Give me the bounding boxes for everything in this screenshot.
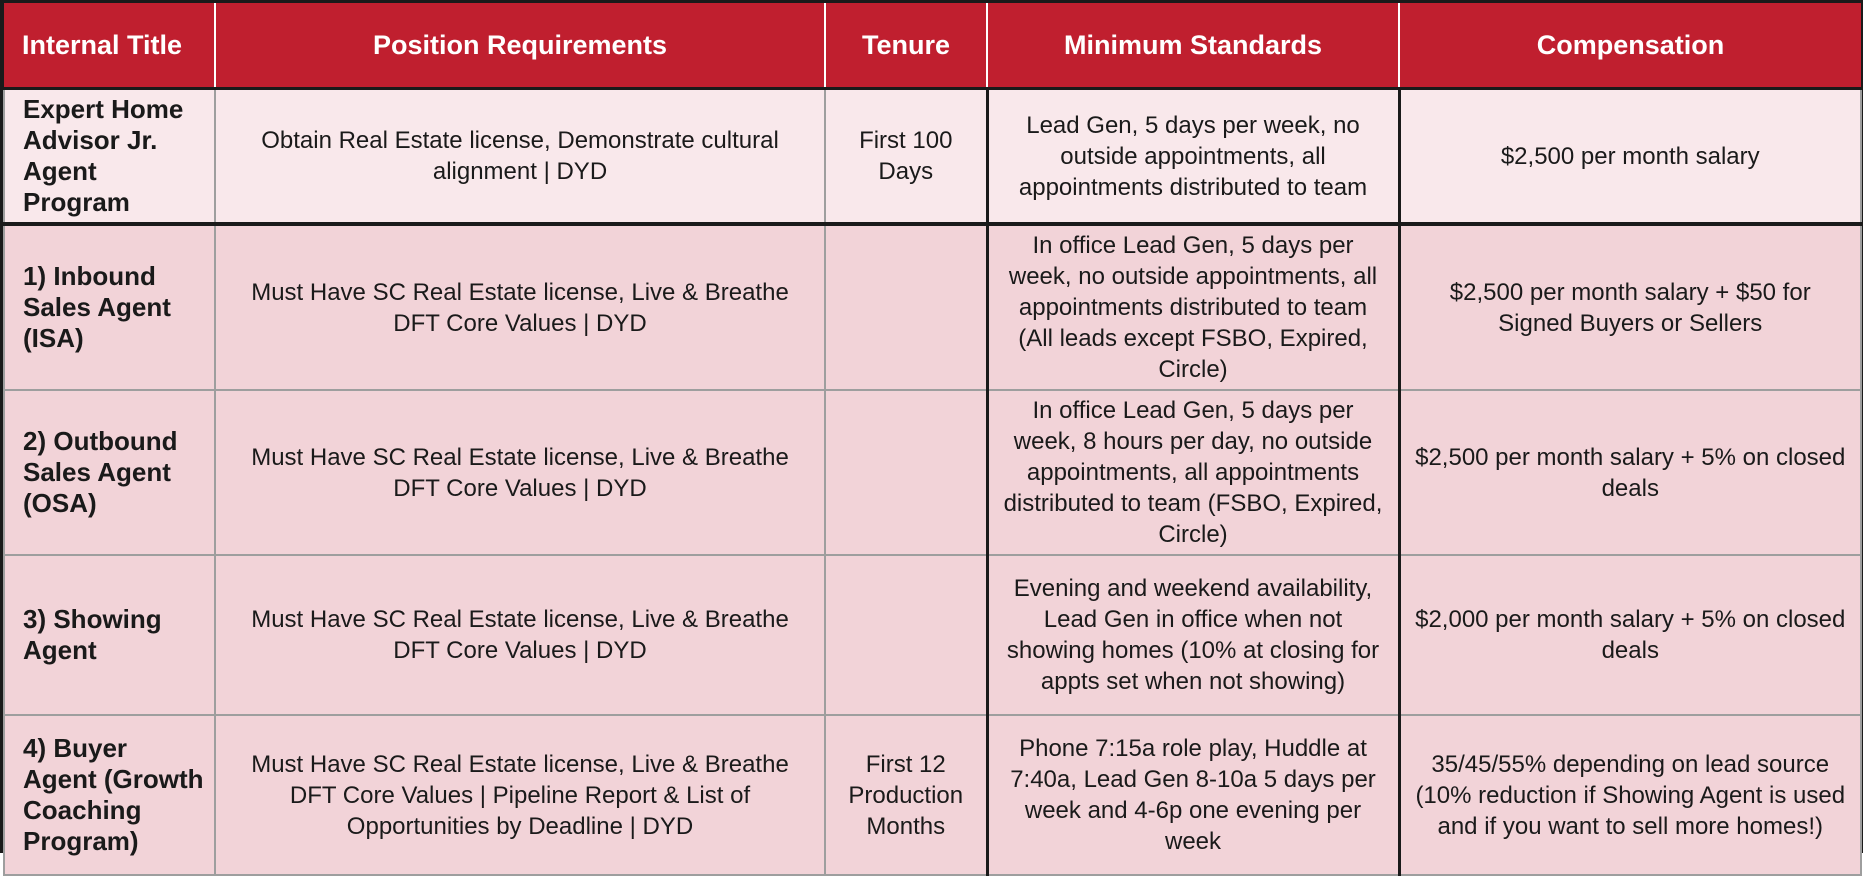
cell-position-requirements: Must Have SC Real Estate license, Live &…	[214, 223, 826, 391]
cell-position-requirements: Must Have SC Real Estate license, Live &…	[214, 389, 826, 556]
header-tenure: Tenure	[824, 3, 988, 90]
cell-minimum-standards: Lead Gen, 5 days per week, no outside ap…	[985, 87, 1401, 226]
table-row: 4) Buyer Agent (Growth Coaching Program)…	[3, 714, 1862, 876]
cell-tenure: First 100 Days	[824, 87, 988, 226]
cell-minimum-standards: In office Lead Gen, 5 days per week, 8 h…	[985, 389, 1401, 556]
cell-compensation: $2,500 per month salary	[1398, 87, 1862, 226]
cell-tenure: First 12 Production Months	[824, 714, 988, 876]
cell-internal-title: 2) Outbound Sales Agent (OSA)	[3, 389, 216, 556]
positions-table: Internal Title Position Requirements Ten…	[3, 3, 1862, 876]
cell-compensation: $2,500 per month salary + 5% on closed d…	[1398, 389, 1862, 556]
header-internal-title: Internal Title	[4, 3, 216, 90]
cell-internal-title: 3) Showing Agent	[3, 554, 216, 716]
cell-minimum-standards: Phone 7:15a role play, Huddle at 7:40a, …	[985, 714, 1401, 876]
cell-tenure	[824, 223, 988, 391]
cell-compensation: $2,500 per month salary + $50 for Signed…	[1398, 223, 1862, 391]
cell-internal-title: Expert Home Advisor Jr. Agent Program	[3, 87, 216, 226]
cell-tenure	[824, 389, 988, 556]
cell-position-requirements: Obtain Real Estate license, Demonstrate …	[214, 87, 826, 226]
cell-minimum-standards: In office Lead Gen, 5 days per week, no …	[985, 223, 1401, 391]
cell-position-requirements: Must Have SC Real Estate license, Live &…	[214, 714, 826, 876]
cell-internal-title: 4) Buyer Agent (Growth Coaching Program)	[3, 714, 216, 876]
cell-position-requirements: Must Have SC Real Estate license, Live &…	[214, 554, 826, 716]
table-row: 1) Inbound Sales Agent (ISA) Must Have S…	[3, 223, 1862, 391]
cell-internal-title: 1) Inbound Sales Agent (ISA)	[3, 223, 216, 391]
header-compensation: Compensation	[1398, 3, 1861, 90]
cell-compensation: $2,000 per month salary + 5% on closed d…	[1398, 554, 1862, 716]
header-minimum-standards: Minimum Standards	[986, 3, 1400, 90]
header-position-requirements: Position Requirements	[214, 3, 826, 90]
cell-compensation: 35/45/55% depending on lead source (10% …	[1398, 714, 1862, 876]
table-row: Expert Home Advisor Jr. Agent Program Ob…	[3, 87, 1862, 226]
cell-tenure	[824, 554, 988, 716]
table-row: 3) Showing Agent Must Have SC Real Estat…	[3, 554, 1862, 716]
cell-minimum-standards: Evening and weekend availability, Lead G…	[985, 554, 1401, 716]
table-header-row: Internal Title Position Requirements Ten…	[4, 3, 1861, 90]
table-row: 2) Outbound Sales Agent (OSA) Must Have …	[3, 389, 1862, 556]
